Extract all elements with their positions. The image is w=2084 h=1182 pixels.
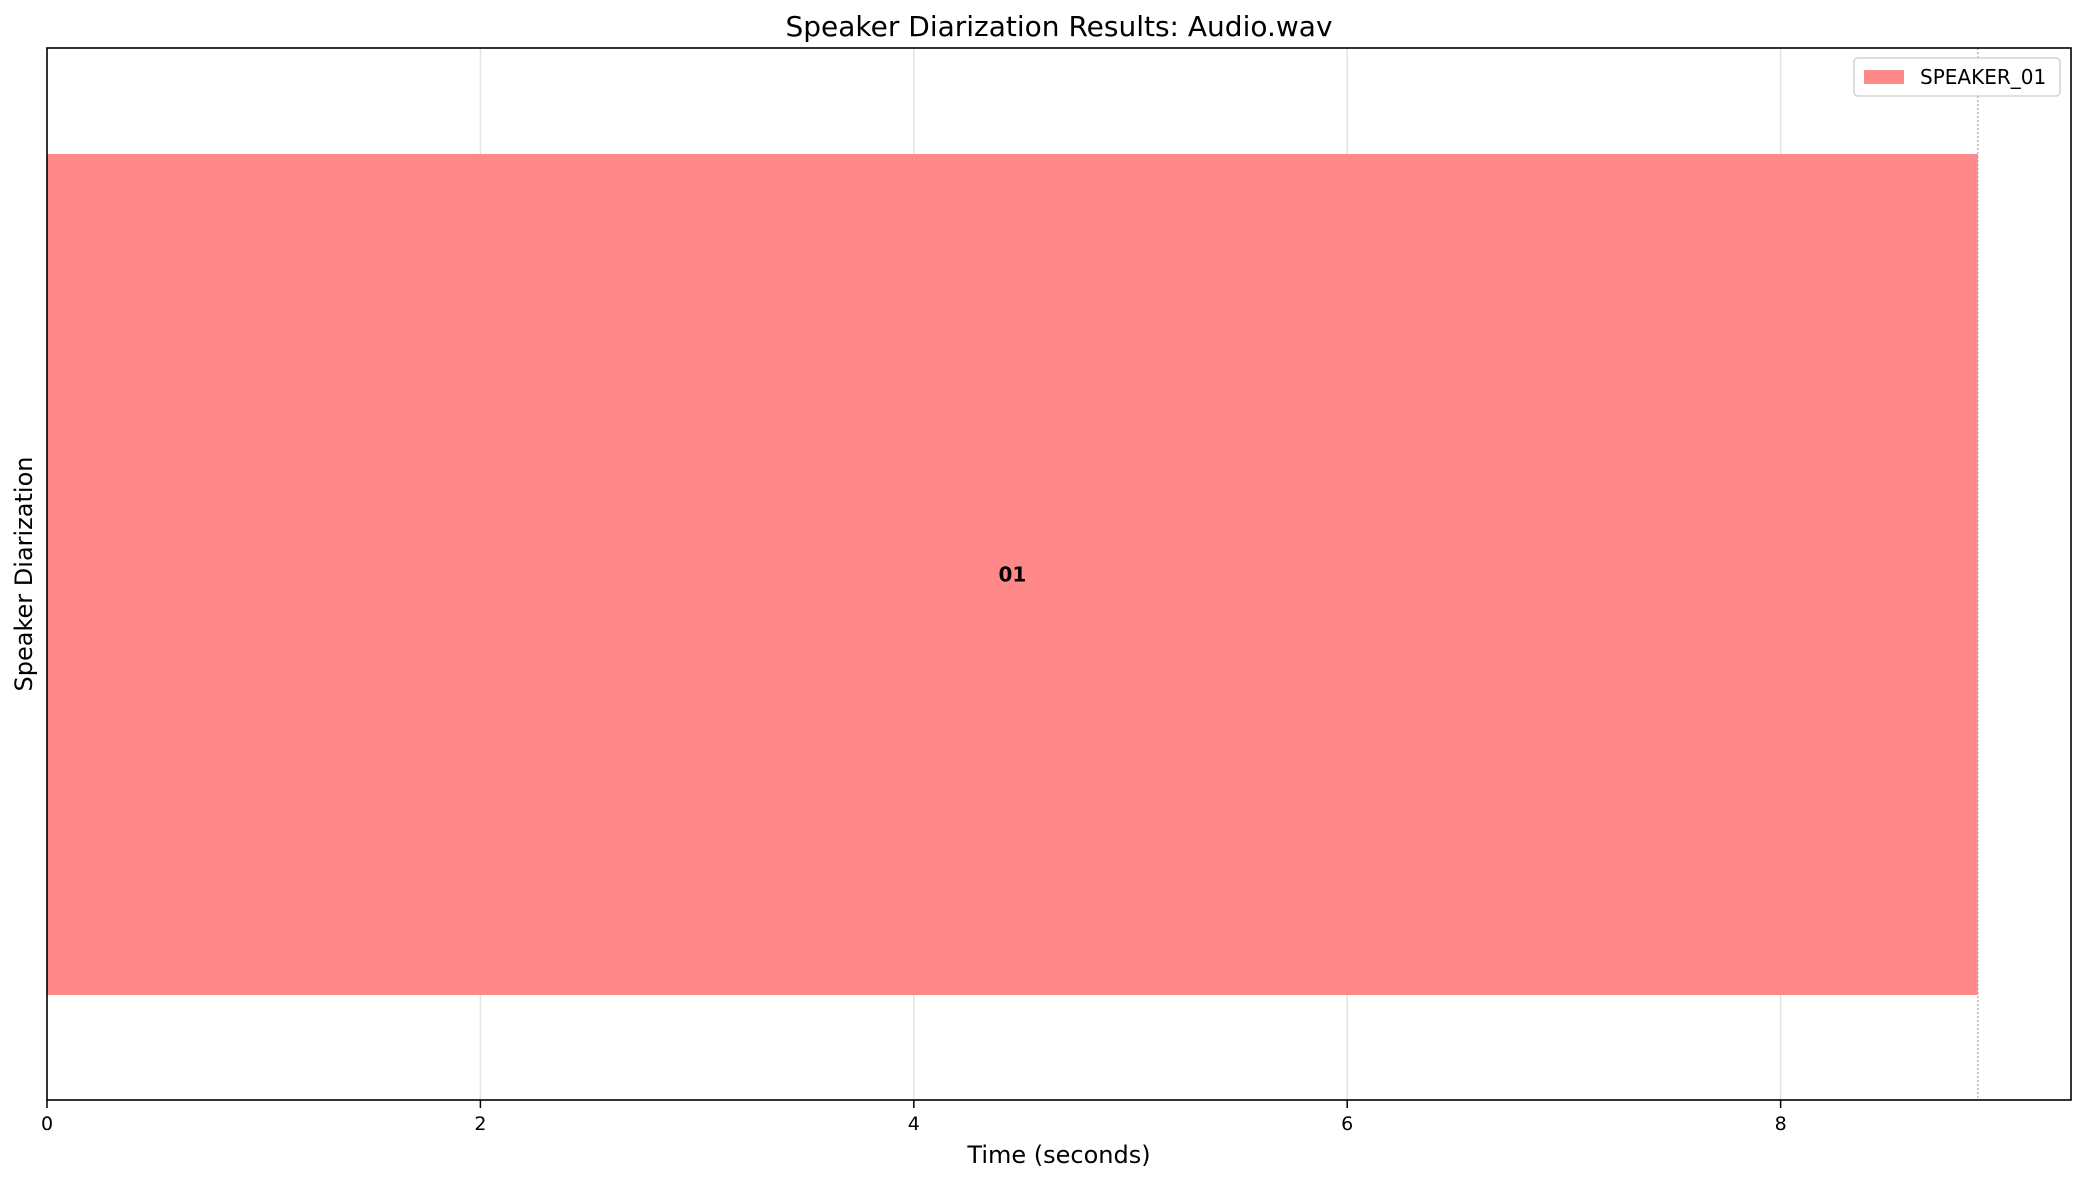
legend-swatch: [1864, 70, 1904, 84]
x-tick-label: 6: [1341, 1113, 1353, 1135]
legend: SPEAKER_01: [1853, 57, 2061, 97]
legend-box: [1853, 57, 2061, 97]
x-axis-label: Time (seconds): [966, 1141, 1150, 1169]
chart-title: Speaker Diarization Results: Audio.wav: [785, 10, 1332, 43]
x-tick-label: 0: [41, 1113, 53, 1135]
x-axis-ticks: 0 2 4 6 8: [41, 1100, 1787, 1135]
y-axis-label: Speaker Diarization: [10, 457, 38, 692]
plot-frame: [46, 47, 2072, 1101]
bar-layer: 01: [47, 154, 1978, 995]
segment-label: 01: [998, 563, 1026, 587]
x-tick-label: 8: [1775, 1113, 1787, 1135]
speaker-segment-bar: [47, 154, 1978, 995]
x-tick-label: 4: [908, 1113, 920, 1135]
legend-label: SPEAKER_01: [1920, 65, 2046, 89]
x-tick-label: 2: [474, 1113, 486, 1135]
